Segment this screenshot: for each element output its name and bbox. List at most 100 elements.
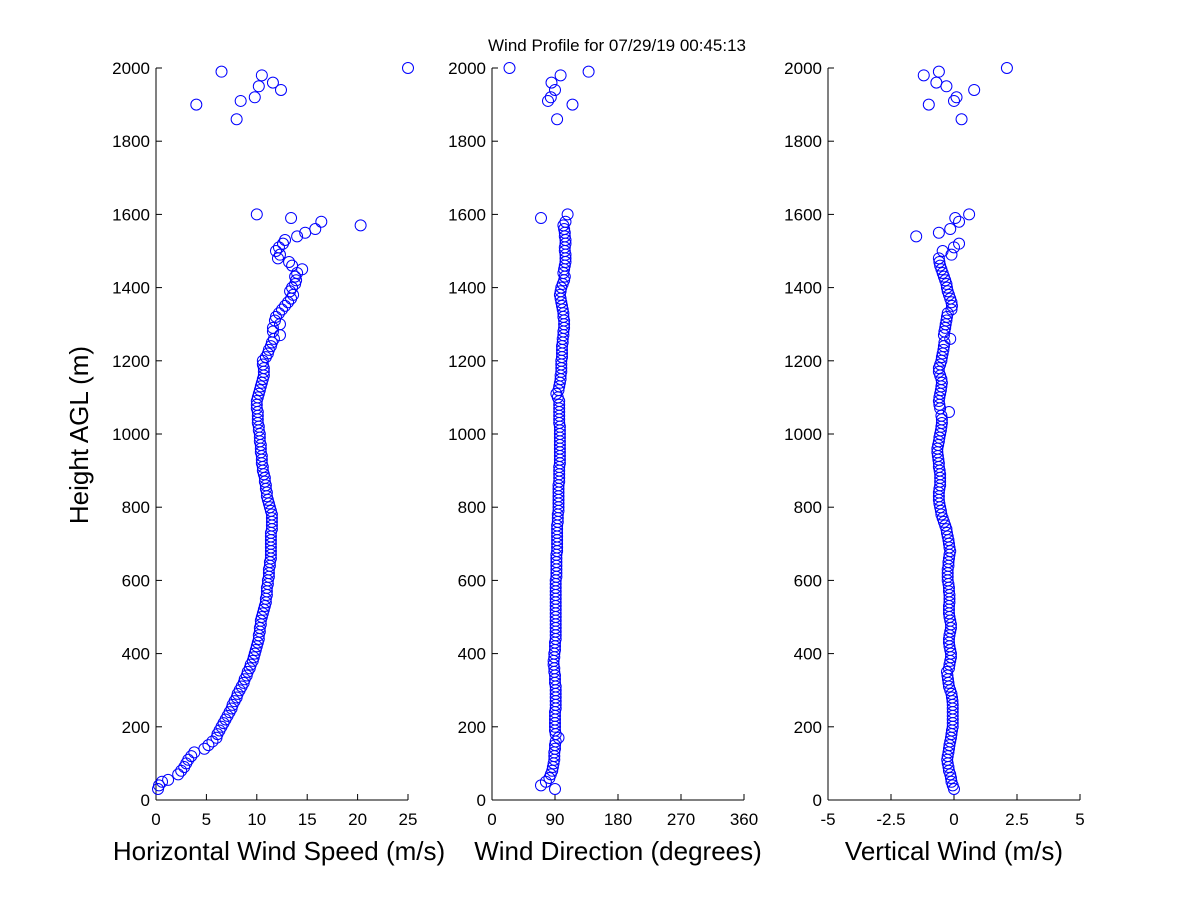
x-tick-label: -2.5 [876, 810, 905, 829]
data-point [234, 94, 247, 107]
data-point [545, 76, 558, 89]
data-point [940, 314, 953, 327]
y-tick-label: 1000 [784, 425, 822, 444]
data-point [554, 285, 567, 298]
x-tick-label: 90 [546, 810, 565, 829]
y-axis-label: Height AGL (m) [64, 346, 94, 524]
data-point [558, 223, 571, 236]
y-tick-label: 1600 [112, 205, 150, 224]
data-point [1000, 62, 1013, 74]
data-point [566, 98, 579, 111]
x-tick-label: 0 [151, 810, 160, 829]
data-point [953, 237, 966, 250]
data-point [286, 281, 299, 294]
data-point [354, 219, 367, 232]
y-tick-label: 2000 [448, 59, 486, 78]
y-tick-label: 1200 [448, 352, 486, 371]
data-point [153, 779, 166, 792]
x-tick-label: 15 [298, 810, 317, 829]
y-tick-label: 1800 [448, 132, 486, 151]
y-tick-label: 200 [794, 718, 822, 737]
x-tick-label: 180 [604, 810, 632, 829]
data-point [315, 215, 328, 228]
y-tick-label: 200 [458, 718, 486, 737]
data-point [910, 230, 923, 243]
data-point [945, 775, 958, 788]
data-point [941, 307, 954, 320]
data-point [276, 303, 288, 316]
data-point [266, 321, 279, 334]
data-point [936, 245, 949, 257]
horizontal-wind-speed-panel: Horizontal Wind Speed (m/s) Height AGL (… [64, 59, 445, 866]
x-axis-label: Horizontal Wind Speed (m/s) [113, 836, 445, 866]
data-point [937, 343, 950, 356]
y-tick-label: 0 [813, 791, 822, 810]
data-point [559, 215, 572, 228]
data-point [550, 387, 563, 400]
x-tick-label: 0 [949, 810, 958, 829]
figure-title: Wind Profile for 07/29/19 00:45:13 [488, 36, 746, 55]
data-point [273, 248, 286, 261]
data-point [402, 62, 414, 74]
data-point [549, 783, 561, 796]
data-point [269, 310, 282, 323]
y-tick-label: 1000 [112, 425, 150, 444]
data-point [252, 80, 265, 93]
x-axis-label: Vertical Wind (m/s) [845, 836, 1063, 866]
data-point [250, 208, 263, 221]
y-tick-label: 1000 [448, 425, 486, 444]
data-point [542, 94, 554, 107]
data-point [198, 742, 211, 755]
x-axis-label: Wind Direction (degrees) [474, 836, 762, 866]
y-tick-label: 800 [794, 498, 822, 517]
y-tick-label: 600 [458, 571, 486, 590]
y-tick-label: 1200 [112, 352, 150, 371]
data-point [279, 234, 292, 247]
data-point [932, 65, 945, 78]
data-point [955, 113, 968, 126]
data-point [930, 76, 943, 89]
data-point [172, 768, 185, 781]
data-point [557, 219, 570, 232]
y-tick-label: 200 [122, 718, 150, 737]
data-point [202, 739, 215, 752]
data-point [935, 376, 948, 389]
y-tick-label: 1800 [784, 132, 822, 151]
y-tick-label: 600 [122, 571, 150, 590]
data-point [553, 398, 566, 411]
y-tick-label: 1200 [784, 352, 822, 371]
x-tick-label: 20 [348, 810, 367, 829]
y-tick-label: 800 [458, 498, 486, 517]
data-point [255, 69, 268, 82]
data-point [272, 241, 285, 254]
data-point [932, 226, 945, 239]
x-tick-label: -5 [820, 810, 835, 829]
y-tick-label: 2000 [112, 59, 150, 78]
y-tick-label: 1600 [784, 205, 822, 224]
data-point [535, 212, 547, 225]
data-point [935, 417, 948, 430]
data-point [272, 307, 285, 320]
data-point [549, 742, 561, 755]
x-tick-label: 360 [730, 810, 758, 829]
data-point [291, 230, 304, 243]
y-tick-label: 1400 [784, 279, 822, 298]
x-tick-label: 0 [487, 810, 496, 829]
x-tick-label: 270 [667, 810, 695, 829]
data-point [933, 255, 946, 268]
y-tick-label: 1800 [112, 132, 150, 151]
data-point [922, 98, 935, 111]
data-point [551, 113, 564, 126]
data-point [248, 91, 261, 104]
data-point [917, 69, 930, 82]
wind-direction-panel: Wind Direction (degrees) 0 200 400 600 800 10… [448, 59, 762, 866]
data-point [942, 406, 955, 419]
data-point [230, 113, 243, 126]
data-point [156, 775, 169, 788]
data-point [269, 245, 282, 257]
x-tick-label: 2.5 [1005, 810, 1029, 829]
x-tick-label: 5 [1075, 810, 1084, 829]
y-tick-label: 1400 [112, 279, 150, 298]
